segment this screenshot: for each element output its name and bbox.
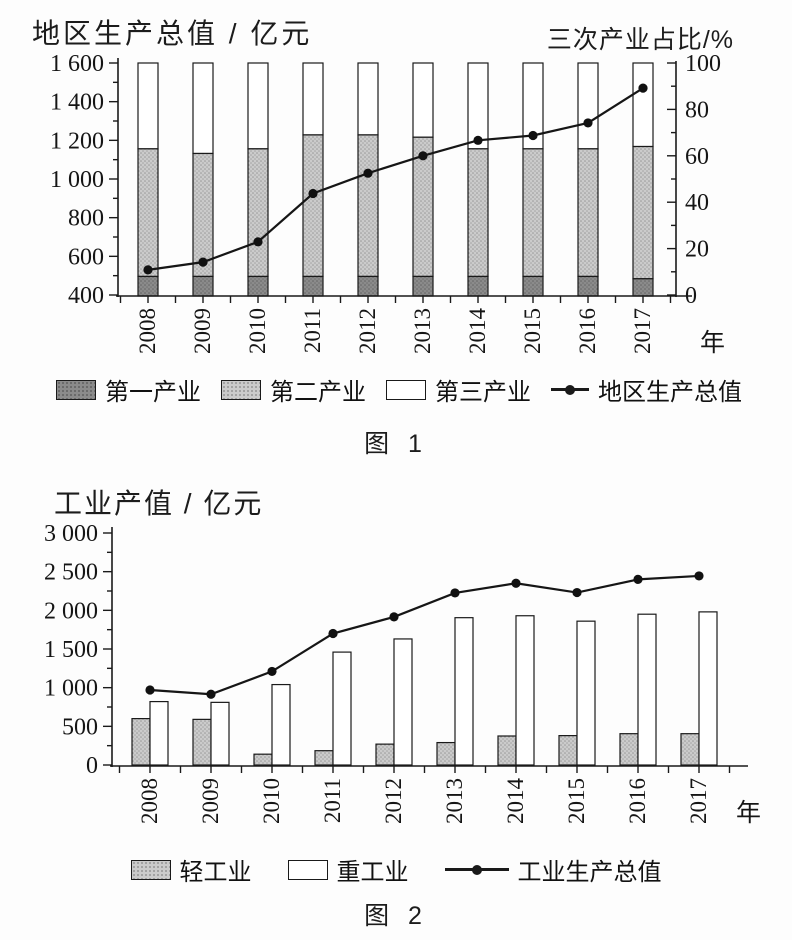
svg-text:2010: 2010 — [259, 778, 284, 824]
regional-gdp-line — [143, 83, 648, 275]
svg-text:2016: 2016 — [575, 308, 600, 354]
svg-text:60: 60 — [685, 144, 709, 170]
stacked-bars — [137, 62, 654, 297]
light-industry-label: 轻工业 — [179, 859, 252, 886]
tertiary-industry-label: 第三产业 — [435, 379, 531, 406]
svg-text:2015: 2015 — [564, 778, 589, 824]
svg-text:2013: 2013 — [442, 778, 467, 824]
light-industry-swatch — [130, 859, 171, 880]
regional-gdp-line-label: 地区生产总值 — [598, 379, 742, 406]
heavy-industry-label: 重工业 — [336, 859, 409, 886]
svg-text:2016: 2016 — [625, 778, 650, 824]
svg-text:2 000: 2 000 — [44, 598, 98, 624]
left-axis: 1 600 1 400 1 200 1 000 800 600 400 — [50, 51, 119, 309]
svg-text:40: 40 — [685, 190, 709, 216]
figure1-left-axis-title: 地区生产总值 / 亿元 — [32, 18, 313, 49]
line-with-dot-icon — [551, 388, 589, 391]
secondary-industry-swatch — [221, 379, 261, 400]
svg-text:80: 80 — [685, 97, 709, 123]
svg-text:0: 0 — [86, 753, 98, 779]
svg-text:1 000: 1 000 — [50, 167, 104, 193]
primary-industry-swatch — [56, 379, 96, 400]
svg-text:2009: 2009 — [190, 308, 215, 354]
svg-text:2008: 2008 — [135, 308, 160, 354]
svg-text:2 500: 2 500 — [44, 560, 98, 586]
industrial-output-line — [145, 571, 704, 699]
svg-text:2013: 2013 — [410, 308, 435, 354]
svg-text:1 500: 1 500 — [44, 637, 98, 663]
figure2-y-axis-title: 工业产值 / 亿元 — [54, 488, 264, 519]
primary-industry-label: 第一产业 — [105, 379, 201, 406]
figure2-chart: 3 000 2 500 2 000 1 500 1 000 500 0 2008 2009 201… — [44, 521, 761, 827]
svg-text:2017: 2017 — [630, 308, 655, 354]
figure-1: 地区生产总值 / 亿元 三次产业占比/% 1 600 1 400 1 200 1 00… — [0, 0, 792, 460]
svg-text:2011: 2011 — [320, 778, 345, 823]
legend-item-light-industry: 轻工业 — [130, 852, 252, 887]
svg-text:2010: 2010 — [245, 308, 270, 354]
heavy-industry-swatch — [287, 859, 328, 880]
svg-text:600: 600 — [68, 244, 104, 270]
svg-text:2009: 2009 — [198, 778, 223, 824]
svg-text:400: 400 — [68, 283, 104, 309]
svg-text:年: 年 — [736, 799, 761, 827]
legend-item-tertiary-industry: 第三产业 — [386, 372, 531, 407]
grouped-bars — [131, 611, 718, 766]
svg-text:2017: 2017 — [686, 778, 711, 824]
industrial-output-line-label: 工业生产总值 — [517, 859, 662, 886]
svg-text:2008: 2008 — [137, 778, 162, 824]
legend-item-regional-gdp-line: 地区生产总值 — [551, 372, 742, 407]
svg-text:1 000: 1 000 — [44, 676, 98, 702]
svg-text:1 600: 1 600 — [50, 51, 104, 77]
figure1-legend: 第一产业 第二产业 第三产业 地区生产总值 — [56, 372, 742, 407]
x-axis: 2008 2009 2010 2011 2012 2013 2014 2015 2016 2017… — [110, 765, 761, 827]
legend-item-secondary-industry: 第二产业 — [221, 372, 366, 407]
svg-text:3 000: 3 000 — [44, 521, 98, 547]
svg-text:100: 100 — [685, 51, 721, 77]
secondary-industry-label: 第二产业 — [270, 379, 366, 406]
svg-text:2014: 2014 — [503, 778, 528, 825]
legend-item-heavy-industry: 重工业 — [287, 852, 409, 887]
svg-text:2014: 2014 — [465, 308, 490, 355]
figure1-chart: 1 600 1 400 1 200 1 000 800 600 400 100 80 60 40 20… — [50, 51, 725, 357]
line-with-dot-icon — [444, 868, 509, 871]
svg-text:2011: 2011 — [300, 308, 325, 353]
legend-item-industrial-output-line: 工业生产总值 — [444, 852, 662, 887]
svg-text:1 400: 1 400 — [50, 90, 104, 116]
figure1-right-axis-title: 三次产业占比/% — [546, 26, 734, 54]
x-axis: 2008 2009 2010 2011 2012 2013 2014 2015 2016 2017… — [116, 295, 725, 357]
tertiary-industry-swatch — [386, 379, 426, 400]
svg-text:2015: 2015 — [520, 308, 545, 354]
svg-text:20: 20 — [685, 237, 709, 263]
svg-text:800: 800 — [68, 206, 104, 232]
figure2-caption: 图 2 — [364, 902, 428, 930]
svg-text:500: 500 — [62, 714, 98, 740]
svg-text:1 200: 1 200 — [50, 128, 104, 154]
figure2-legend: 轻工业 重工业 工业生产总值 — [0, 852, 792, 887]
svg-text:2012: 2012 — [381, 778, 406, 824]
legend-item-primary-industry: 第一产业 — [56, 372, 201, 407]
svg-text:2012: 2012 — [355, 308, 380, 354]
figure1-caption: 图 1 — [364, 430, 428, 458]
svg-text:年: 年 — [700, 329, 725, 357]
y-axis: 3 000 2 500 2 000 1 500 1 000 500 0 — [44, 521, 113, 779]
figure-2: 工业产值 / 亿元 3 000 2 500 2 000 1 500 1 000 500 0 2… — [0, 460, 792, 940]
